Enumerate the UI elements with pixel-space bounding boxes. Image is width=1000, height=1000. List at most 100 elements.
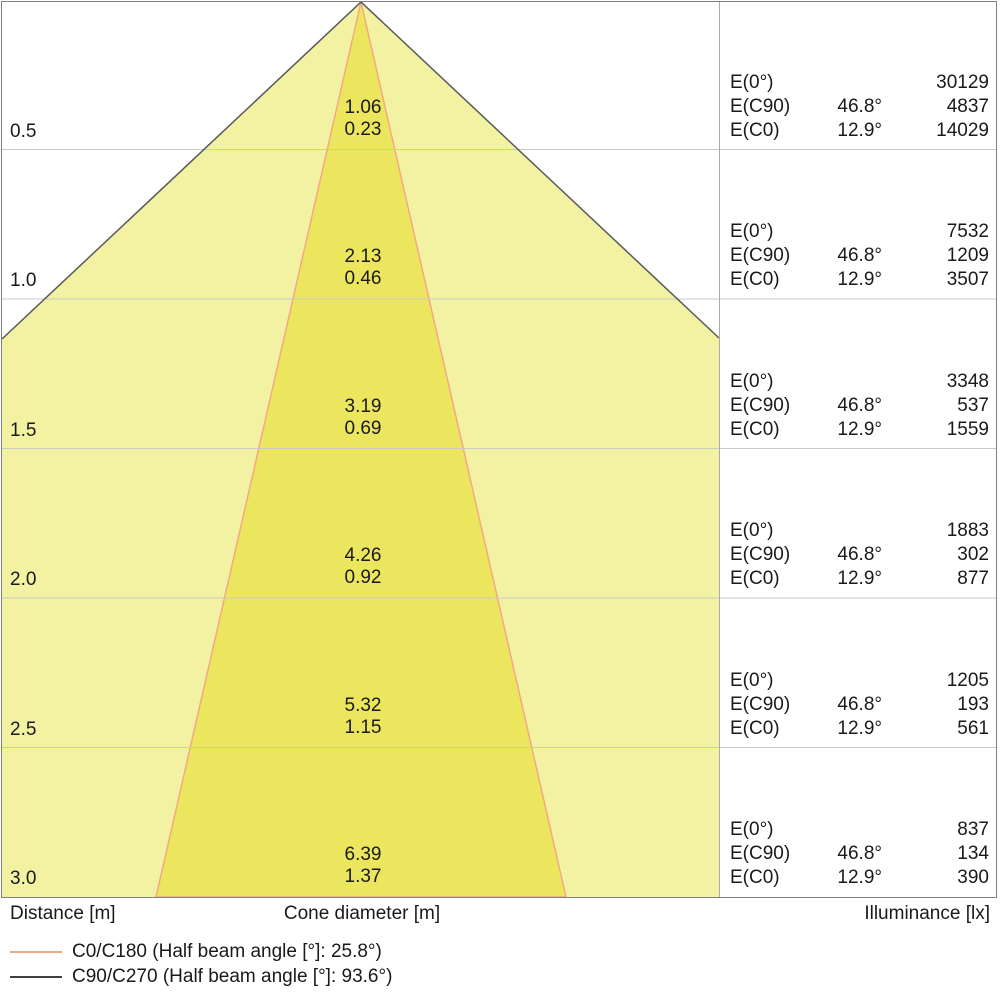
illuminance-plane-label: E(C0) [730,717,780,739]
illuminance-plane-label: E(0°) [730,71,774,93]
illuminance-row: E(C90) 46.8° 134 [730,842,989,866]
legend-item-c90-c270: C90/C270 (Half beam angle [°]: 93.6°) [10,966,392,988]
cone-diameter-c0-value: 0.92 [344,567,382,588]
beam-angle-value: 46.8° [837,245,882,266]
cone-diagram-svg [2,2,996,897]
cone-diameter-labels: 4.26 0.92 [263,545,463,589]
illuminance-row: E(C0) 12.9° 561 [730,717,989,741]
beam-angle-value [825,71,882,95]
illuminance-block: E(0°) 7532 E(C90) 46.8° 1209 E(C0) 12.9° 3507 [730,220,989,292]
beam-angle-value: 12.9° [837,717,882,739]
illuminance-value: 1883 [946,520,989,541]
c90-c270-line-swatch [10,976,62,978]
illuminance-row: E(C0) 12.9° 390 [730,866,989,890]
cone-diameter-c0-value: 1.15 [344,716,382,738]
illuminance-row: E(C0) 12.9° 3507 [730,268,989,292]
illuminance-plane-label: E(0°) [730,221,774,242]
legend-label-c0-c180: C0/C180 (Half beam angle [°]: 25.8°) [72,941,382,962]
illuminance-plane-label: E(C0) [730,269,780,290]
illuminance-row: E(C90) 46.8° 4837 [730,95,989,119]
illuminance-row: E(C90) 46.8° 193 [730,693,989,717]
legend-label-c90-c270: C90/C270 (Half beam angle [°]: 93.6°) [72,966,393,987]
illuminance-row: E(C90) 46.8° 1209 [730,244,989,268]
illuminance-row: E(0°) 30129 [730,71,989,95]
distance-label: 1.5 [10,419,37,441]
distance-label: 0.5 [10,120,37,142]
illuminance-value: 877 [957,568,989,589]
cone-diameter-c90-value: 1.06 [344,96,382,118]
illuminance-row: E(C0) 12.9° 14029 [730,119,989,143]
illuminance-plane-label: E(C90) [730,693,791,715]
illuminance-block: E(0°) 837 E(C90) 46.8° 134 E(C0) 12.9° 390 [730,818,989,890]
distance-axis-label: Distance [m] [10,903,116,924]
illuminance-value: 3348 [946,370,989,392]
cone-diameter-labels: 5.32 1.15 [263,695,463,739]
illuminance-block: E(0°) 30129 E(C90) 46.8° 4837 E(C0) 12.9° 14029 [730,71,989,143]
illuminance-plane-label: E(0°) [730,370,774,392]
cone-diameter-c0-value: 0.46 [344,268,382,289]
illuminance-value: 561 [957,717,989,739]
illuminance-row: E(0°) 7532 [730,220,989,244]
illuminance-plane-label: E(C90) [730,394,791,416]
illuminance-value: 134 [957,843,989,864]
illuminance-row: E(C90) 46.8° 302 [730,543,989,567]
illuminance-value: 7532 [946,221,989,242]
chart-area: 0.5 1.06 0.23 E(0°) 30129 E(C90) 46.8° 4837 E(C0… [1,1,997,898]
illuminance-value: 3507 [946,269,989,290]
beam-angle-value: 46.8° [837,693,882,715]
illuminance-plane-label: E(C90) [730,245,791,266]
cone-diameter-c90-value: 6.39 [344,844,382,865]
illuminance-row: E(0°) 3348 [730,370,989,394]
illuminance-axis-label: Illuminance [lx] [864,903,990,924]
beam-angle-value: 12.9° [837,119,882,141]
illuminance-plane-label: E(C90) [730,544,791,565]
cone-diameter-c0-value: 0.23 [344,118,382,140]
beam-angle-value [825,519,882,543]
illuminance-plane-label: E(0°) [730,819,774,840]
cone-diameter-c90-value: 5.32 [344,694,382,716]
beam-angle-value [825,370,882,394]
cone-diameter-c90-value: 4.26 [344,545,382,566]
beam-angle-value: 12.9° [837,418,882,440]
illuminance-row: E(C90) 46.8° 537 [730,394,989,418]
beam-angle-value: 46.8° [837,394,882,416]
illuminance-value: 1205 [946,669,989,691]
distance-label: 2.5 [10,718,37,740]
illuminance-plane-label: E(C90) [730,95,791,117]
illuminance-block: E(0°) 1205 E(C90) 46.8° 193 E(C0) 12.9° 561 [730,669,989,741]
cone-diameter-c0-value: 1.37 [344,866,382,887]
illuminance-plane-label: E(0°) [730,520,774,541]
illuminance-value: 390 [957,867,989,888]
beam-angle-value [825,220,882,244]
cone-diameter-labels: 1.06 0.23 [263,97,463,141]
illuminance-block: E(0°) 3348 E(C90) 46.8° 537 E(C0) 12.9° 1559 [730,370,989,442]
illuminance-plane-label: E(C0) [730,867,780,888]
beam-angle-value: 12.9° [837,269,882,290]
cone-diameter-labels: 6.39 1.37 [263,844,463,888]
illuminance-value: 537 [957,394,989,416]
illuminance-plane-label: E(C0) [730,418,780,440]
inner-cone-shape [155,2,567,897]
distance-label: 2.0 [10,569,37,590]
beam-angle-value: 12.9° [837,568,882,589]
c0-c180-line-swatch [10,951,62,953]
distance-label: 1.0 [10,270,37,291]
cone-diameter-labels: 3.19 0.69 [263,396,463,440]
illuminance-value: 14029 [936,119,989,141]
illuminance-value: 30129 [936,71,989,93]
illuminance-plane-label: E(0°) [730,669,774,691]
cone-diameter-c90-value: 2.13 [344,246,382,267]
beam-angle-value: 46.8° [837,544,882,565]
illuminance-plane-label: E(C90) [730,843,791,864]
illuminance-value: 1559 [946,418,989,440]
distance-label: 3.0 [10,868,37,889]
cone-diameter-c0-value: 0.69 [344,417,382,439]
beam-angle-value: 46.8° [837,95,882,117]
illuminance-row: E(C0) 12.9° 1559 [730,418,989,442]
illuminance-plane-label: E(C0) [730,568,780,589]
beam-angle-value: 12.9° [837,867,882,888]
illuminance-value: 193 [957,693,989,715]
cone-diameter-labels: 2.13 0.46 [263,246,463,290]
illuminance-value: 302 [957,544,989,565]
